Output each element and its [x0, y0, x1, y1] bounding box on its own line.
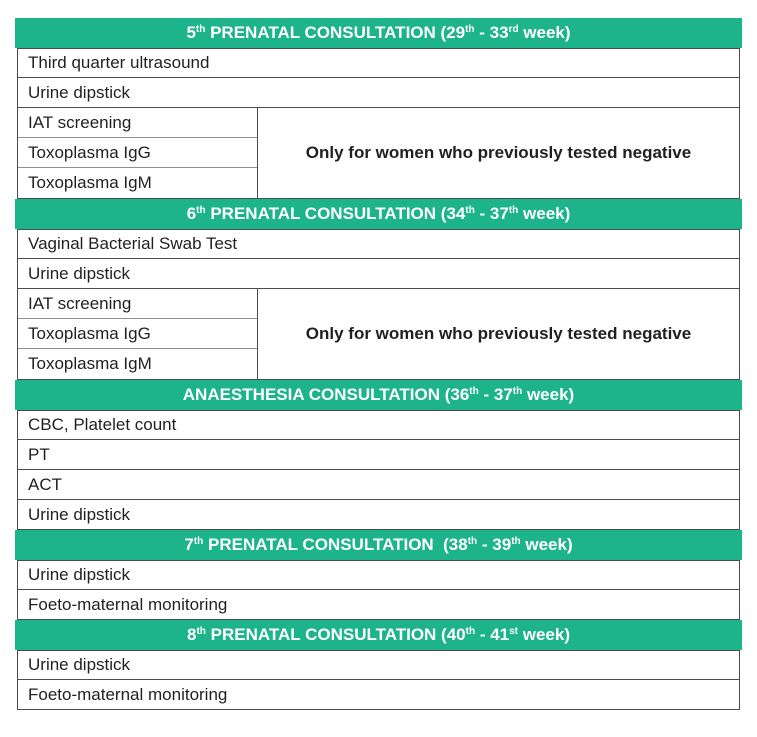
test-row: Foeto-maternal monitoring [17, 680, 740, 710]
header-text-part: week) [520, 535, 573, 554]
test-label: IAT screening [28, 293, 132, 313]
header-text-part: 7 [184, 535, 194, 554]
header-text-part: week) [518, 625, 571, 644]
ordinal-suffix: th [511, 536, 521, 547]
ordinal-suffix: th [195, 24, 206, 35]
test-row: CBC, Platelet count [17, 410, 740, 440]
test-row: Urine dipstick [17, 650, 740, 680]
test-cell: Toxoplasma IgM [18, 168, 257, 198]
ordinal-suffix: th [196, 626, 206, 637]
ordinal-suffix: th [196, 205, 206, 216]
test-row: Foeto-maternal monitoring [17, 590, 740, 620]
ordinal-suffix: th [512, 386, 523, 397]
test-label: PT [28, 444, 50, 464]
test-label: Toxoplasma IgM [28, 354, 152, 373]
header-text-part: - 33 [474, 23, 509, 42]
conditional-tests-group: IAT screening Toxoplasma IgG Toxoplasma Ig… [17, 289, 740, 380]
test-row: ACT [17, 470, 740, 500]
ordinal-suffix: th [193, 536, 204, 547]
test-row: Urine dipstick [17, 500, 740, 530]
header-text-part: - 37 [474, 204, 509, 223]
test-cell: Toxoplasma IgG [18, 138, 257, 168]
test-cell: IAT screening [18, 108, 257, 138]
test-label: Third quarter ultrasound [28, 53, 210, 72]
test-label: ACT [28, 474, 62, 494]
condition-note: Only for women who previously tested neg… [305, 324, 692, 343]
section-header: 8th PRENATAL CONSULTATION (40th - 41st w… [15, 620, 742, 650]
ordinal-suffix: th [465, 626, 476, 637]
header-text-part: 5 [186, 23, 196, 42]
test-label: Vaginal Bacterial Swab Test [28, 234, 238, 253]
test-row: Vaginal Bacterial Swab Test [17, 229, 740, 259]
header-text-part: week) [518, 204, 571, 223]
ordinal-suffix: th [465, 205, 475, 216]
test-label: Urine dipstick [28, 504, 131, 524]
header-text-part: PRENATAL CONSULTATION (34 [205, 204, 466, 223]
test-label: Toxoplasma IgG [28, 142, 151, 162]
test-cell: Toxoplasma IgG [18, 319, 257, 349]
header-text-part: ANAESTHESIA CONSULTATION (36 [182, 385, 470, 404]
header-text-part: PRENATAL CONSULTATION (29 [205, 23, 466, 42]
test-label: Toxoplasma IgM [28, 173, 152, 192]
ordinal-suffix: rd [508, 24, 519, 35]
header-text-part: 8 [186, 625, 197, 644]
test-row: Urine dipstick [17, 78, 740, 108]
conditional-tests-column: IAT screening Toxoplasma IgG Toxoplasma Ig… [18, 289, 258, 379]
test-label: CBC, Platelet count [28, 415, 177, 434]
test-label: Urine dipstick [28, 82, 131, 102]
header-text-part: PRENATAL CONSULTATION (40 [205, 625, 466, 644]
ordinal-suffix: th [465, 24, 475, 35]
test-label: Urine dipstick [28, 655, 131, 674]
conditional-tests-column: IAT screening Toxoplasma IgG Toxoplasma Ig… [18, 108, 258, 198]
test-label: IAT screening [28, 112, 132, 132]
conditional-tests-group: IAT screening Toxoplasma IgG Toxoplasma Ig… [17, 108, 740, 199]
header-text-part: - 41 [475, 625, 510, 644]
test-row: Third quarter ultrasound [17, 48, 740, 78]
test-label: Toxoplasma IgG [28, 323, 151, 343]
test-label: Urine dipstick [28, 263, 131, 283]
section-header: 5th PRENATAL CONSULTATION (29th - 33rd w… [15, 18, 742, 48]
ordinal-suffix: th [467, 536, 478, 547]
prenatal-consultation-schedule-table: 5th PRENATAL CONSULTATION (29th - 33rd w… [15, 18, 742, 710]
ordinal-suffix: th [508, 205, 519, 216]
test-cell: IAT screening [18, 289, 257, 319]
test-label: Foeto-maternal monitoring [28, 684, 228, 704]
header-text-part: PRENATAL CONSULTATION (38 [203, 535, 468, 554]
test-row: PT [17, 440, 740, 470]
ordinal-suffix: th [469, 386, 479, 397]
section-header: 7th PRENATAL CONSULTATION (38th - 39th w… [15, 530, 742, 560]
condition-note: Only for women who previously tested neg… [305, 143, 692, 162]
header-text-part: - 39 [477, 535, 512, 554]
test-row: Urine dipstick [17, 259, 740, 289]
section-header: 6th PRENATAL CONSULTATION (34th - 37th w… [15, 199, 742, 229]
header-text-part: week) [522, 385, 575, 404]
test-cell: Toxoplasma IgM [18, 349, 257, 379]
header-text-part: week) [518, 23, 571, 42]
test-label: Foeto-maternal monitoring [28, 594, 228, 614]
ordinal-suffix: st [509, 626, 519, 637]
header-text-part: - 37 [478, 385, 513, 404]
section-header: ANAESTHESIA CONSULTATION (36th - 37th we… [15, 380, 742, 410]
test-label: Urine dipstick [28, 565, 131, 584]
test-row: Urine dipstick [17, 560, 740, 590]
header-text-part: 6 [186, 204, 197, 223]
